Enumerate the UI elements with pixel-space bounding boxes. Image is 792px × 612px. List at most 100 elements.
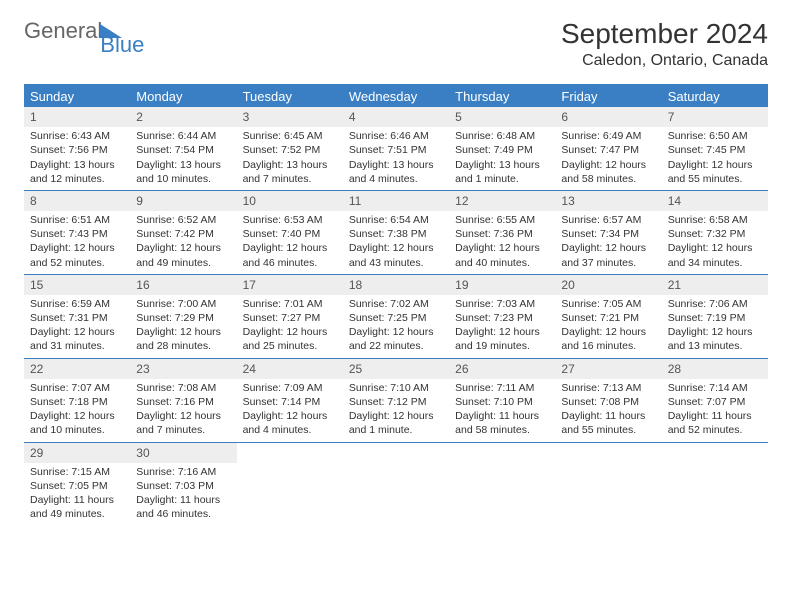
calendar: Sunday Monday Tuesday Wednesday Thursday… <box>24 84 768 525</box>
day-body: Sunrise: 7:09 AMSunset: 7:14 PMDaylight:… <box>237 381 343 438</box>
daylight-text-1: Daylight: 12 hours <box>30 241 124 255</box>
daylight-text-2: and 40 minutes. <box>455 256 549 270</box>
sunrise-text: Sunrise: 6:43 AM <box>30 129 124 143</box>
weekday-row: Sunday Monday Tuesday Wednesday Thursday… <box>24 86 768 107</box>
day-cell: 12Sunrise: 6:55 AMSunset: 7:36 PMDayligh… <box>449 191 555 274</box>
sunrise-text: Sunrise: 7:05 AM <box>561 297 655 311</box>
daylight-text-1: Daylight: 12 hours <box>30 409 124 423</box>
day-body: Sunrise: 6:49 AMSunset: 7:47 PMDaylight:… <box>555 129 661 186</box>
sunset-text: Sunset: 7:38 PM <box>349 227 443 241</box>
day-cell: 25Sunrise: 7:10 AMSunset: 7:12 PMDayligh… <box>343 359 449 442</box>
day-body: Sunrise: 6:58 AMSunset: 7:32 PMDaylight:… <box>662 213 768 270</box>
sunset-text: Sunset: 7:21 PM <box>561 311 655 325</box>
daylight-text-1: Daylight: 12 hours <box>136 409 230 423</box>
title-block: September 2024 Caledon, Ontario, Canada <box>561 18 768 70</box>
sunset-text: Sunset: 7:16 PM <box>136 395 230 409</box>
day-body: Sunrise: 6:54 AMSunset: 7:38 PMDaylight:… <box>343 213 449 270</box>
daylight-text-2: and 10 minutes. <box>136 172 230 186</box>
day-cell: 23Sunrise: 7:08 AMSunset: 7:16 PMDayligh… <box>130 359 236 442</box>
day-body: Sunrise: 6:50 AMSunset: 7:45 PMDaylight:… <box>662 129 768 186</box>
weekday-fri: Friday <box>555 86 661 107</box>
day-number: 26 <box>449 359 555 379</box>
sunset-text: Sunset: 7:19 PM <box>668 311 762 325</box>
day-cell: 28Sunrise: 7:14 AMSunset: 7:07 PMDayligh… <box>662 359 768 442</box>
day-body: Sunrise: 7:15 AMSunset: 7:05 PMDaylight:… <box>24 465 130 522</box>
daylight-text-1: Daylight: 11 hours <box>136 493 230 507</box>
sunset-text: Sunset: 7:49 PM <box>455 143 549 157</box>
day-number: 19 <box>449 275 555 295</box>
sunrise-text: Sunrise: 6:58 AM <box>668 213 762 227</box>
sunset-text: Sunset: 7:07 PM <box>668 395 762 409</box>
day-number: 4 <box>343 107 449 127</box>
day-number: 29 <box>24 443 130 463</box>
daylight-text-2: and 34 minutes. <box>668 256 762 270</box>
sunset-text: Sunset: 7:43 PM <box>30 227 124 241</box>
sunrise-text: Sunrise: 7:01 AM <box>243 297 337 311</box>
daylight-text-1: Daylight: 12 hours <box>668 158 762 172</box>
day-cell: 20Sunrise: 7:05 AMSunset: 7:21 PMDayligh… <box>555 275 661 358</box>
day-cell: 1Sunrise: 6:43 AMSunset: 7:56 PMDaylight… <box>24 107 130 190</box>
logo-word2: Blue <box>100 32 144 58</box>
daylight-text-2: and 55 minutes. <box>561 423 655 437</box>
sunset-text: Sunset: 7:56 PM <box>30 143 124 157</box>
day-cell: 24Sunrise: 7:09 AMSunset: 7:14 PMDayligh… <box>237 359 343 442</box>
daylight-text-2: and 22 minutes. <box>349 339 443 353</box>
day-body: Sunrise: 7:13 AMSunset: 7:08 PMDaylight:… <box>555 381 661 438</box>
daylight-text-1: Daylight: 12 hours <box>349 409 443 423</box>
sunset-text: Sunset: 7:25 PM <box>349 311 443 325</box>
day-cell: 30Sunrise: 7:16 AMSunset: 7:03 PMDayligh… <box>130 443 236 526</box>
sunset-text: Sunset: 7:12 PM <box>349 395 443 409</box>
week-row: 29Sunrise: 7:15 AMSunset: 7:05 PMDayligh… <box>24 443 768 526</box>
day-cell: 10Sunrise: 6:53 AMSunset: 7:40 PMDayligh… <box>237 191 343 274</box>
sunset-text: Sunset: 7:51 PM <box>349 143 443 157</box>
daylight-text-2: and 16 minutes. <box>561 339 655 353</box>
day-cell: 13Sunrise: 6:57 AMSunset: 7:34 PMDayligh… <box>555 191 661 274</box>
day-number: 11 <box>343 191 449 211</box>
day-cell: 2Sunrise: 6:44 AMSunset: 7:54 PMDaylight… <box>130 107 236 190</box>
day-body: Sunrise: 6:59 AMSunset: 7:31 PMDaylight:… <box>24 297 130 354</box>
day-number: 15 <box>24 275 130 295</box>
daylight-text-1: Daylight: 11 hours <box>561 409 655 423</box>
week-row: 1 Sunrise: 6:43 AMSunset: 7:56 PM Daylight… <box>24 107 768 191</box>
logo: General Blue <box>24 18 172 44</box>
week-row: 8Sunrise: 6:51 AMSunset: 7:43 PMDaylight… <box>24 191 768 275</box>
day-number: 14 <box>662 191 768 211</box>
daylight-text-1: Daylight: 12 hours <box>455 325 549 339</box>
day-number: 17 <box>237 275 343 295</box>
daylight-text-1: Daylight: 13 hours <box>455 158 549 172</box>
daylight-text-2: and 43 minutes. <box>349 256 443 270</box>
logo-word1: General <box>24 18 102 44</box>
sunset-text: Sunset: 7:40 PM <box>243 227 337 241</box>
sunrise-text: Sunrise: 7:10 AM <box>349 381 443 395</box>
sunset-text: Sunset: 7:05 PM <box>30 479 124 493</box>
day-cell: 27Sunrise: 7:13 AMSunset: 7:08 PMDayligh… <box>555 359 661 442</box>
sunset-text: Sunset: 7:52 PM <box>243 143 337 157</box>
day-number: 2 <box>130 107 236 127</box>
day-cell: 15Sunrise: 6:59 AMSunset: 7:31 PMDayligh… <box>24 275 130 358</box>
daylight-text-1: Daylight: 12 hours <box>349 325 443 339</box>
calendar-body: 1 Sunrise: 6:43 AMSunset: 7:56 PM Daylight… <box>24 107 768 525</box>
day-cell <box>237 443 343 526</box>
daylight-text-2: and 37 minutes. <box>561 256 655 270</box>
daylight-text-2: and 7 minutes. <box>243 172 337 186</box>
day-cell: 8Sunrise: 6:51 AMSunset: 7:43 PMDaylight… <box>24 191 130 274</box>
daylight-text-1: Daylight: 12 hours <box>668 325 762 339</box>
day-cell: 21Sunrise: 7:06 AMSunset: 7:19 PMDayligh… <box>662 275 768 358</box>
day-number: 1 <box>24 107 130 127</box>
sunrise-text: Sunrise: 6:46 AM <box>349 129 443 143</box>
sunrise-text: Sunrise: 6:55 AM <box>455 213 549 227</box>
sunset-text: Sunset: 7:23 PM <box>455 311 549 325</box>
sunrise-text: Sunrise: 6:51 AM <box>30 213 124 227</box>
sunset-text: Sunset: 7:31 PM <box>30 311 124 325</box>
day-body: Sunrise: 7:11 AMSunset: 7:10 PMDaylight:… <box>449 381 555 438</box>
daylight-text-1: Daylight: 12 hours <box>136 325 230 339</box>
daylight-text-2: and 7 minutes. <box>136 423 230 437</box>
daylight-text-2: and 12 minutes. <box>30 172 124 186</box>
day-cell: 5Sunrise: 6:48 AMSunset: 7:49 PMDaylight… <box>449 107 555 190</box>
day-cell: 9Sunrise: 6:52 AMSunset: 7:42 PMDaylight… <box>130 191 236 274</box>
sunrise-text: Sunrise: 6:52 AM <box>136 213 230 227</box>
sunrise-text: Sunrise: 7:03 AM <box>455 297 549 311</box>
sunrise-text: Sunrise: 7:08 AM <box>136 381 230 395</box>
day-body: Sunrise: 7:14 AMSunset: 7:07 PMDaylight:… <box>662 381 768 438</box>
header: General Blue September 2024 Caledon, Ont… <box>24 18 768 70</box>
